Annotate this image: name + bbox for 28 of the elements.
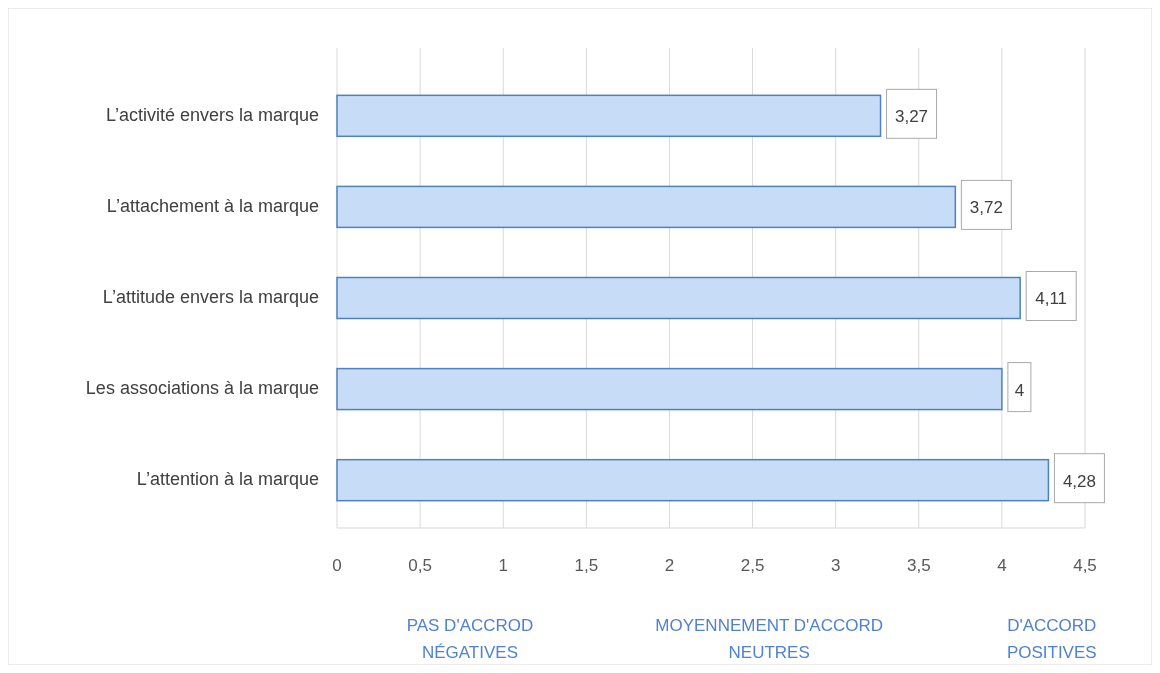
y-tick-label: Les associations à la marque bbox=[85, 377, 319, 398]
text: D'ACCORD POSITIVES bbox=[1006, 616, 1097, 662]
data-label: 3,72 bbox=[969, 198, 1003, 218]
bar bbox=[336, 276, 1021, 320]
x-tick-label: 3 bbox=[830, 556, 841, 575]
y-tick-label: L’attachement à la marque bbox=[106, 195, 319, 216]
y-tick-label: L’attention à la marque bbox=[136, 468, 319, 489]
x-tick-label: 4 bbox=[997, 556, 1007, 575]
bar bbox=[336, 94, 882, 138]
text: PAS D'ACCROD NÉGATIVES bbox=[406, 616, 534, 662]
data-label: 3,27 bbox=[895, 107, 929, 127]
x-tick-label: 3,5 bbox=[906, 556, 931, 575]
bar bbox=[336, 185, 957, 229]
y-tick-label: L’activité envers la marque bbox=[105, 104, 319, 125]
bar bbox=[336, 458, 1050, 502]
x-tick-label: 2,5 bbox=[740, 556, 765, 575]
x-tick-label: 4,5 bbox=[1073, 556, 1097, 575]
x-tick-label: 1,5 bbox=[574, 556, 599, 575]
x-tick-label: 1 bbox=[498, 556, 508, 575]
bar bbox=[336, 367, 1003, 411]
x-tick-label: 0 bbox=[332, 556, 342, 575]
data-label: 4 bbox=[1014, 380, 1025, 400]
data-label: 4,11 bbox=[1035, 289, 1068, 309]
data-label: 4,28 bbox=[1062, 471, 1096, 491]
y-tick-label: L’attitude envers la marque bbox=[102, 286, 319, 307]
text: MOYENNEMENT D'ACCORD NEUTRES bbox=[655, 616, 884, 662]
x-tick-label: 0,5 bbox=[408, 556, 432, 575]
x-tick-label: 2 bbox=[664, 556, 675, 575]
